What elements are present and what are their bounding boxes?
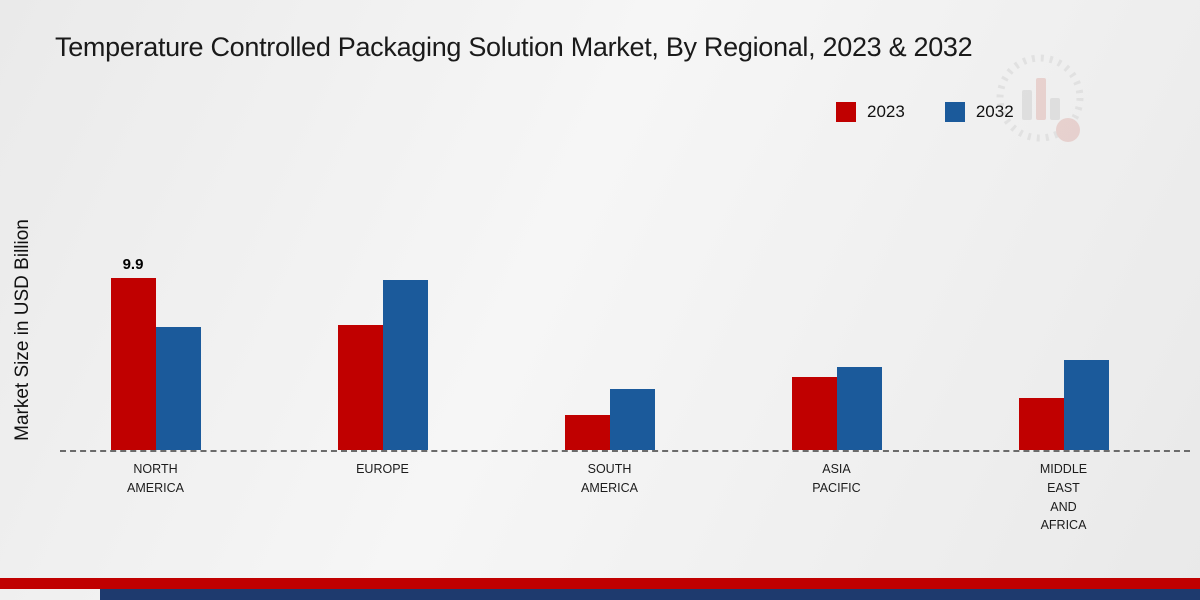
bar-2032-europe xyxy=(382,280,428,450)
bar-2032-middle-east-and-africa xyxy=(1063,360,1109,450)
value-label-2023-north-america: 9.9 xyxy=(122,256,144,273)
category-label-europe: EUROPE xyxy=(356,462,409,476)
bar-2023-europe xyxy=(337,325,383,450)
bar-2032-south-america xyxy=(609,389,655,450)
legend: 2023 2032 xyxy=(836,102,1014,122)
x-axis-baseline xyxy=(60,450,1190,452)
bar-2023-north-america xyxy=(110,278,156,450)
footer-navy-band xyxy=(100,589,1200,600)
footer-red-band xyxy=(0,578,1200,589)
bar-2023-asia-pacific xyxy=(791,377,837,450)
category-label-south-america: SOUTH AMERICA xyxy=(581,462,638,495)
bar-2023-middle-east-and-africa xyxy=(1018,398,1064,450)
legend-item-2032: 2032 xyxy=(944,102,1014,122)
category-label-north-america: NORTH AMERICA xyxy=(127,462,184,495)
legend-label-2023: 2023 xyxy=(867,102,905,121)
watermark-logo-icon xyxy=(990,48,1090,148)
bar-2023-south-america xyxy=(564,415,610,450)
bar-2032-north-america xyxy=(155,327,201,450)
legend-item-2023: 2023 xyxy=(836,102,905,122)
legend-swatch-2023-icon xyxy=(836,102,856,122)
bar-2032-asia-pacific xyxy=(836,367,882,450)
category-label-asia-pacific: ASIA PACIFIC xyxy=(812,462,861,495)
category-label-middle-east-and-africa: MIDDLE EAST AND AFRICA xyxy=(1039,462,1088,533)
legend-label-2032: 2032 xyxy=(975,102,1014,121)
chart-title: Temperature Controlled Packaging Solutio… xyxy=(55,32,973,62)
legend-swatch-2032-icon xyxy=(944,102,965,122)
